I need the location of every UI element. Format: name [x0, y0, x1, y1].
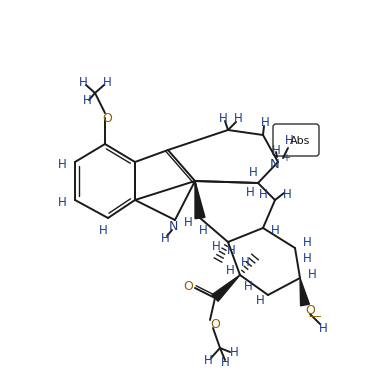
Text: H: H	[246, 187, 254, 200]
Text: H: H	[58, 195, 66, 209]
Text: H: H	[261, 116, 269, 130]
Polygon shape	[212, 275, 240, 301]
Text: —: —	[309, 310, 321, 324]
Text: H: H	[230, 346, 238, 360]
FancyBboxPatch shape	[273, 124, 319, 156]
Text: H: H	[227, 243, 235, 257]
Text: H: H	[303, 252, 311, 264]
Text: H: H	[83, 94, 92, 108]
Text: H: H	[226, 264, 234, 276]
Text: H: H	[259, 188, 267, 202]
Text: H: H	[248, 166, 257, 180]
Text: O: O	[305, 303, 315, 317]
Text: H: H	[234, 113, 243, 125]
Text: H: H	[285, 134, 294, 147]
Polygon shape	[195, 181, 205, 219]
Text: H: H	[272, 144, 280, 156]
Text: N: N	[168, 221, 178, 233]
Polygon shape	[300, 278, 310, 306]
Text: H: H	[99, 224, 108, 236]
Text: H: H	[241, 257, 249, 269]
Text: H: H	[221, 356, 230, 368]
Text: H: H	[199, 224, 207, 238]
Text: N: N	[270, 158, 280, 171]
Text: H: H	[219, 113, 227, 125]
Text: H: H	[244, 281, 252, 293]
Text: H: H	[283, 188, 291, 202]
Text: Abs: Abs	[290, 136, 310, 146]
Text: H: H	[319, 322, 327, 334]
Text: O: O	[210, 319, 220, 332]
Text: H: H	[184, 216, 192, 228]
Text: H: H	[270, 224, 279, 236]
Text: H: H	[103, 77, 111, 89]
Text: H: H	[212, 240, 220, 252]
Text: +: +	[282, 153, 290, 163]
Text: O: O	[102, 113, 112, 125]
Text: H: H	[203, 353, 212, 366]
Text: O: O	[183, 279, 193, 293]
Text: H: H	[161, 231, 169, 245]
Text: H: H	[58, 158, 66, 171]
Text: H: H	[308, 269, 316, 281]
Text: H: H	[78, 77, 87, 89]
Text: H: H	[256, 293, 264, 307]
Text: H: H	[303, 236, 311, 250]
